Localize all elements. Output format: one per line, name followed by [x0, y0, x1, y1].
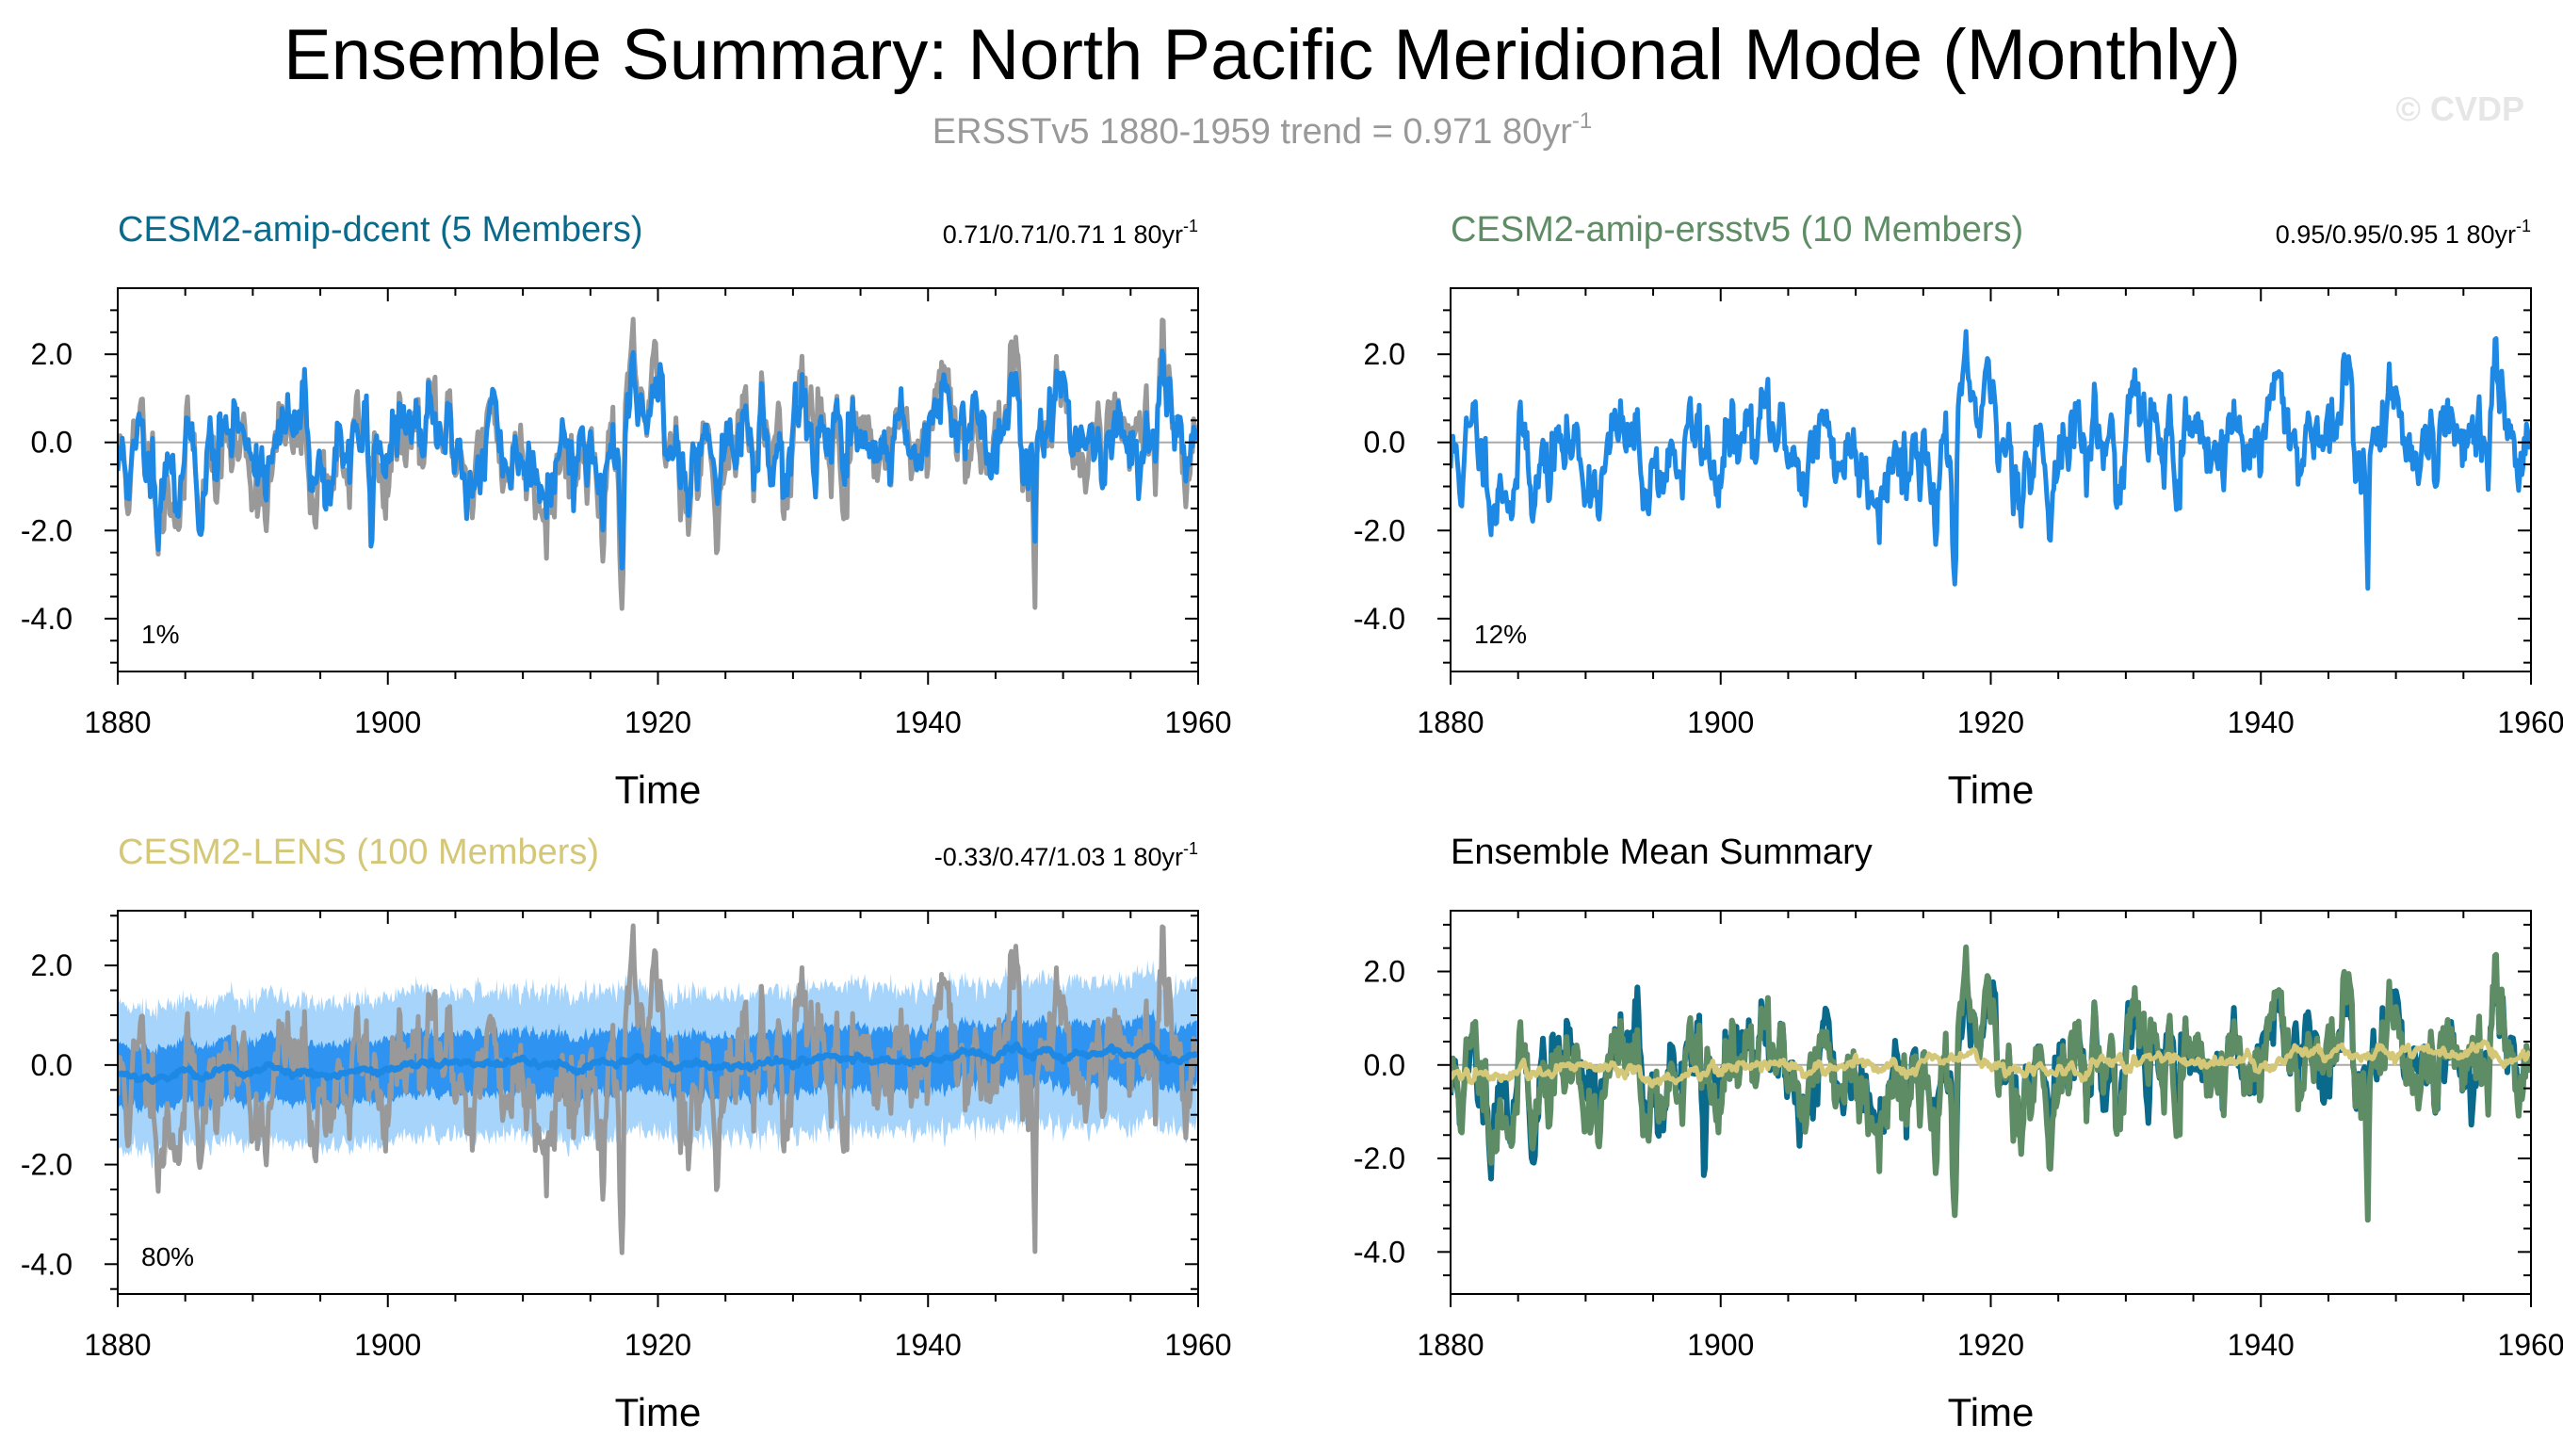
series-dcent-line: [118, 348, 1198, 571]
y-tick-label-lens: 2.0: [31, 948, 73, 982]
x-tick-label-dcent: 1900: [354, 705, 421, 739]
x-axis-label-mean: Time: [1948, 1390, 2035, 1434]
plot-area-dcent: [118, 316, 1198, 611]
plot-area-ersstv5: [1451, 329, 2531, 591]
figure-title: Ensemble Summary: North Pacific Meridion…: [284, 15, 2241, 95]
panel-stats-exp-ersstv5: -1: [2516, 217, 2531, 235]
x-tick-label-lens: 1940: [895, 1328, 962, 1362]
x-tick-label-ersstv5: 1900: [1687, 705, 1754, 739]
panel-ersstv5: CESM2-amip-ersstv5 (10 Members) 0.95/0.95…: [1354, 210, 2563, 812]
plot-area-lens: [118, 923, 1198, 1255]
y-tick-label-ersstv5: -4.0: [1354, 602, 1405, 636]
y-tick-label-ersstv5: 0.0: [1364, 426, 1405, 460]
plot-area-mean: [1451, 944, 2531, 1223]
x-tick-label-dcent: 1920: [625, 705, 691, 739]
panel-dcent: CESM2-amip-dcent (5 Members) 0.71/0.71/0.…: [21, 210, 1232, 812]
series-lens-mean-line: [1451, 1039, 2531, 1089]
panel-annotation-ersstv5: 12%: [1474, 620, 1527, 649]
panel-annotation-dcent: 1%: [141, 620, 179, 649]
x-tick-label-ersstv5: 1880: [1417, 705, 1484, 739]
y-tick-label-dcent: 0.0: [31, 426, 73, 460]
x-tick-label-lens: 1900: [354, 1328, 421, 1362]
panel-stats-text-lens: -0.33/0.47/1.03 1 80yr: [934, 843, 1183, 871]
y-tick-label-dcent: -4.0: [21, 602, 73, 636]
panel-title-lens: CESM2-LENS (100 Members): [118, 833, 599, 872]
panel-stats-text-dcent: 0.71/0.71/0.71 1 80yr: [943, 220, 1183, 249]
series-lens-mean-line: [118, 1041, 1198, 1085]
x-tick-label-dcent: 1940: [895, 705, 962, 739]
y-tick-label-lens: -2.0: [21, 1148, 73, 1182]
x-tick-label-mean: 1900: [1687, 1328, 1754, 1362]
panel-stats-dcent: 0.71/0.71/0.71 1 80yr-1: [943, 217, 1198, 249]
series-ersstv5-mean-line: [1451, 944, 2531, 1223]
x-tick-label-mean: 1880: [1417, 1328, 1484, 1362]
panel-lens: CESM2-LENS (100 Members) -0.33/0.47/1.03 …: [21, 833, 1232, 1434]
y-tick-label-mean: -4.0: [1354, 1235, 1405, 1269]
y-tick-label-ersstv5: -2.0: [1354, 513, 1405, 547]
x-axis-label-lens: Time: [615, 1390, 702, 1434]
x-tick-label-ersstv5: 1960: [2497, 705, 2563, 739]
panel-stats-ersstv5: 0.95/0.95/0.95 1 80yr-1: [2276, 217, 2531, 249]
series-ersstv5-line: [1451, 329, 2531, 591]
x-tick-label-ersstv5: 1940: [2228, 705, 2295, 739]
x-tick-label-mean: 1940: [2228, 1328, 2295, 1362]
x-axis-label-dcent: Time: [615, 768, 702, 812]
panels-container: CESM2-amip-dcent (5 Members) 0.71/0.71/0.…: [21, 210, 2563, 1434]
x-tick-label-dcent: 1880: [84, 705, 151, 739]
panel-annotation-lens: 80%: [141, 1242, 194, 1271]
panel-title-mean: Ensemble Mean Summary: [1451, 833, 1873, 872]
x-tick-label-dcent: 1960: [1164, 705, 1231, 739]
y-tick-label-dcent: 2.0: [31, 337, 73, 371]
y-tick-label-lens: 0.0: [31, 1048, 73, 1082]
y-tick-label-dcent: -2.0: [21, 513, 73, 547]
x-tick-label-mean: 1920: [1957, 1328, 2024, 1362]
panel-stats-lens: -0.33/0.47/1.03 1 80yr-1: [934, 839, 1198, 871]
panel-stats-exp-dcent: -1: [1183, 217, 1198, 235]
panel-stats-exp-lens: -1: [1183, 839, 1198, 858]
x-tick-label-lens: 1880: [84, 1328, 151, 1362]
y-tick-label-mean: -2.0: [1354, 1141, 1405, 1175]
figure-subtitle: ERSSTv5 1880-1959 trend = 0.971 80yr-1: [933, 108, 1593, 152]
x-tick-label-lens: 1960: [1164, 1328, 1231, 1362]
y-tick-label-mean: 0.0: [1364, 1048, 1405, 1082]
series-obs-line: [118, 923, 1198, 1255]
figure-subtitle-exponent: -1: [1572, 108, 1592, 134]
y-tick-label-lens: -4.0: [21, 1247, 73, 1281]
panel-stats-text-ersstv5: 0.95/0.95/0.95 1 80yr: [2276, 220, 2516, 249]
x-axis-label-ersstv5: Time: [1948, 768, 2035, 812]
panel-title-dcent: CESM2-amip-dcent (5 Members): [118, 210, 642, 250]
x-tick-label-mean: 1960: [2497, 1328, 2563, 1362]
x-tick-label-ersstv5: 1920: [1957, 705, 2024, 739]
cvdp-watermark: © CVDP: [2395, 89, 2524, 128]
y-tick-label-mean: 2.0: [1364, 955, 1405, 989]
panel-title-ersstv5: CESM2-amip-ersstv5 (10 Members): [1451, 210, 2023, 250]
x-tick-label-lens: 1920: [625, 1328, 691, 1362]
panel-mean: Ensemble Mean Summary 1880 1900 1920 1940 196…: [1354, 833, 2563, 1434]
y-tick-label-ersstv5: 2.0: [1364, 337, 1405, 371]
figure-subtitle-text: ERSSTv5 1880-1959 trend = 0.971 80yr: [933, 112, 1573, 152]
